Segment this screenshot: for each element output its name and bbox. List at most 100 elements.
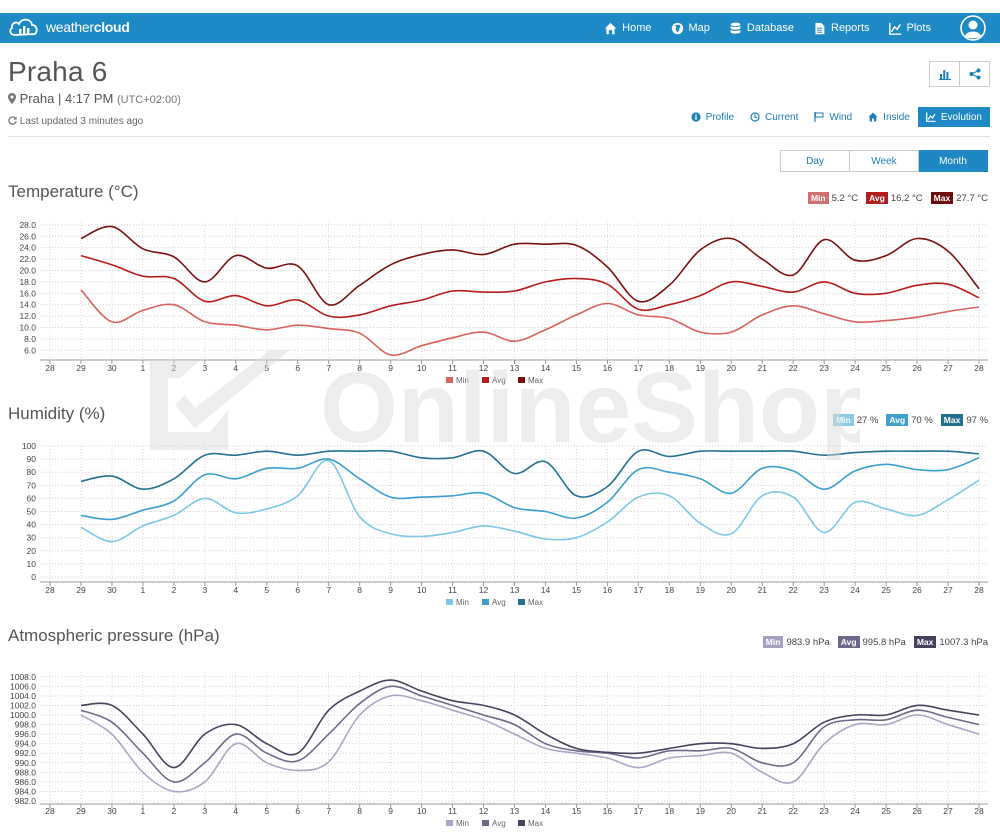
x-tick-label: 10 bbox=[417, 363, 427, 373]
station-time: 4:17 PM bbox=[64, 91, 114, 106]
x-tick-label: 6 bbox=[295, 363, 300, 373]
period-day[interactable]: Day bbox=[780, 150, 850, 172]
x-tick-label: 21 bbox=[757, 363, 767, 373]
y-tick-label: 988.0 bbox=[15, 767, 37, 777]
x-tick-label: 16 bbox=[603, 363, 613, 373]
tab-wind-label: Wind bbox=[829, 111, 853, 123]
temp-min-tag: Min bbox=[807, 192, 829, 204]
legend-label-avg: Avg bbox=[492, 376, 506, 385]
period-month[interactable]: Month bbox=[919, 150, 988, 172]
y-tick-label: 994.0 bbox=[15, 739, 37, 749]
tab-profile-label: Profile bbox=[705, 111, 735, 123]
y-tick-label: 1006.0 bbox=[10, 681, 36, 691]
y-tick-label: 990.0 bbox=[15, 758, 37, 768]
legend-label-avg: Avg bbox=[492, 819, 506, 828]
tab-current-label: Current bbox=[765, 111, 799, 123]
tab-evolution-label: Evolution bbox=[940, 111, 982, 123]
station-timezone: (UTC+02:00) bbox=[116, 94, 181, 106]
y-tick-label: 20.0 bbox=[19, 265, 36, 275]
legend-label-min: Min bbox=[456, 376, 469, 385]
nav-map[interactable]: Map bbox=[671, 22, 710, 35]
legend-label-max: Max bbox=[528, 376, 543, 385]
temp-avg-tag: Avg bbox=[866, 192, 888, 204]
stats-button[interactable] bbox=[929, 61, 960, 87]
pressure-title: Atmospheric pressure (hPa) bbox=[8, 626, 220, 645]
x-tick-label: 8 bbox=[357, 363, 362, 373]
legend-swatch-avg bbox=[482, 599, 489, 605]
user-avatar-icon[interactable] bbox=[960, 15, 986, 41]
nav-reports[interactable]: Reports bbox=[813, 22, 870, 35]
flag-icon bbox=[814, 112, 824, 122]
weathercloud-logo[interactable]: weathercloud bbox=[8, 15, 130, 39]
x-tick-label: 15 bbox=[572, 363, 582, 373]
x-tick-label: 28 bbox=[974, 363, 984, 373]
y-tick-label: 14.0 bbox=[19, 300, 36, 310]
x-tick-label: 30 bbox=[107, 806, 117, 816]
brand-name-light: weather bbox=[46, 19, 94, 35]
hum-max-tag: Max bbox=[940, 414, 964, 426]
x-tick-label: 5 bbox=[264, 806, 269, 816]
x-tick-label: 13 bbox=[510, 806, 520, 816]
refresh-icon bbox=[8, 116, 17, 125]
x-tick-label: 23 bbox=[819, 585, 829, 595]
x-tick-label: 2 bbox=[171, 585, 176, 595]
tab-inside[interactable]: Inside bbox=[860, 107, 918, 127]
y-tick-label: 12.0 bbox=[19, 311, 36, 321]
x-tick-label: 22 bbox=[788, 585, 798, 595]
temp-max-tag: Max bbox=[930, 192, 954, 204]
nav-home[interactable]: Home bbox=[604, 22, 652, 35]
info-icon bbox=[691, 112, 701, 122]
x-tick-label: 9 bbox=[388, 585, 393, 595]
temp-avg-value: 16.2 °C bbox=[890, 192, 923, 204]
x-tick-label: 1 bbox=[141, 806, 146, 816]
y-tick-label: 28.0 bbox=[19, 220, 36, 230]
last-updated: Last updated 3 minutes ago bbox=[8, 116, 143, 127]
station-title: Praha 6 bbox=[8, 56, 108, 87]
x-tick-label: 26 bbox=[912, 363, 922, 373]
temperature-title: Temperature (°C) bbox=[8, 182, 139, 201]
tab-profile[interactable]: Profile bbox=[683, 107, 742, 127]
hum-min-tag: Min bbox=[833, 414, 854, 426]
humidity-title: Humidity (%) bbox=[8, 404, 106, 423]
share-button[interactable] bbox=[960, 61, 990, 87]
x-tick-label: 7 bbox=[326, 806, 331, 816]
clock-icon bbox=[750, 112, 760, 122]
x-tick-label: 26 bbox=[912, 585, 922, 595]
x-tick-label: 21 bbox=[757, 806, 767, 816]
x-tick-label: 3 bbox=[202, 585, 207, 595]
x-tick-label: 29 bbox=[76, 585, 86, 595]
tab-current[interactable]: Current bbox=[742, 107, 806, 127]
y-tick-label: 992.0 bbox=[15, 748, 37, 758]
home-icon bbox=[604, 22, 617, 34]
home-icon bbox=[868, 112, 878, 122]
legend-label-min: Min bbox=[456, 819, 469, 828]
x-tick-label: 3 bbox=[202, 806, 207, 816]
nav-database[interactable]: Database bbox=[729, 22, 794, 35]
pres-max-value: 1007.3 hPa bbox=[939, 636, 988, 648]
hum-min-value: 27 % bbox=[856, 414, 879, 426]
period-week[interactable]: Week bbox=[850, 150, 919, 172]
series-line-avg bbox=[80, 685, 980, 783]
y-tick-label: 8.0 bbox=[24, 334, 36, 344]
hum-avg-value: 70 % bbox=[911, 414, 933, 426]
globe-icon bbox=[671, 22, 683, 34]
x-tick-label: 24 bbox=[850, 806, 860, 816]
legend-swatch-min bbox=[446, 599, 453, 605]
tab-wind[interactable]: Wind bbox=[806, 107, 860, 127]
legend-swatch-avg bbox=[482, 820, 489, 826]
y-tick-label: 16.0 bbox=[19, 288, 36, 298]
nav-plots-label: Plots bbox=[906, 22, 931, 34]
legend-swatch-min bbox=[446, 820, 453, 826]
view-tabs: Profile Current Wind Inside Evolution bbox=[683, 107, 990, 127]
y-tick-label: 1000.0 bbox=[10, 710, 36, 720]
nav-plots[interactable]: Plots bbox=[888, 22, 931, 35]
tab-evolution[interactable]: Evolution bbox=[917, 107, 990, 127]
legend-label-max: Max bbox=[528, 598, 543, 607]
y-tick-label: 80 bbox=[27, 467, 37, 477]
hum-max-value: 97 % bbox=[966, 414, 988, 426]
x-tick-label: 21 bbox=[757, 585, 767, 595]
y-tick-label: 90 bbox=[27, 454, 37, 464]
x-tick-label: 15 bbox=[572, 806, 582, 816]
pressure-summary: Min 983.9 hPa Avg 995.8 hPa Max 1007.3 h… bbox=[762, 636, 988, 648]
